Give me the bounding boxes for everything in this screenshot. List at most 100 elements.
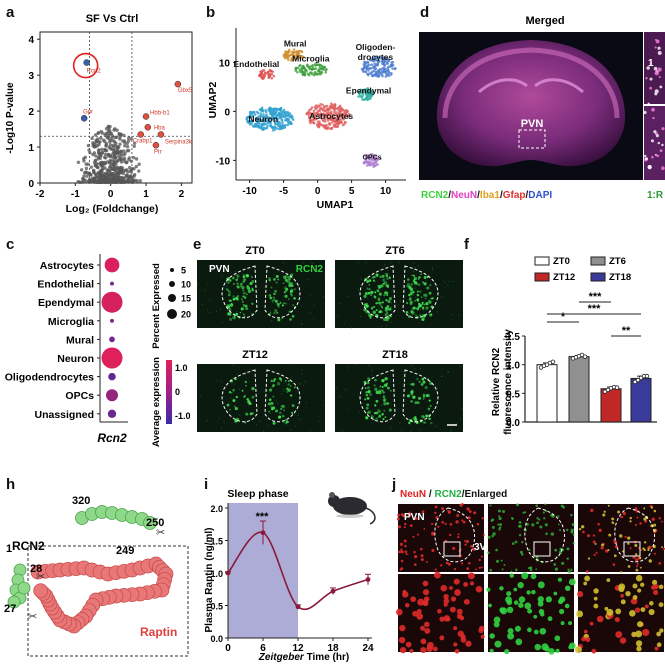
microscopy-cell-dot (643, 507, 646, 510)
rcn2-signal-dot (251, 395, 255, 399)
rcn2-signal-dot (246, 398, 249, 401)
volcano-point (114, 175, 118, 180)
volcano-point (134, 164, 138, 169)
umap-cell-point (377, 59, 381, 63)
microscopy-cell-dot (492, 532, 496, 536)
background-signal-dot (255, 423, 257, 425)
rcn2-signal-dot (426, 286, 430, 290)
umap-cell-point (334, 120, 337, 123)
rcn2-signal-dot (411, 311, 415, 315)
rcn2-signal-dot (277, 278, 280, 281)
rcn2-signal-dot (232, 388, 235, 392)
microscopy-cell-dot (399, 542, 404, 546)
umap-cell-point (363, 61, 367, 65)
bar-legend-label: ZT0 (553, 256, 570, 267)
rcn2-signal-dot (418, 396, 422, 400)
background-signal-dot (457, 423, 459, 425)
rcn2-signal-dot (370, 415, 374, 419)
microscopy-cell-dot (405, 553, 408, 556)
rcn2-signal-dot (283, 291, 286, 294)
microscopy-cell-dot (420, 638, 427, 645)
umap-cell-point (387, 74, 391, 77)
microscopy-cell-dot (539, 525, 543, 529)
umap-cell-point (269, 110, 273, 114)
microscopy-cell-dot (424, 621, 430, 628)
inset-cell-dot (654, 89, 659, 94)
j-enlarged: /Enlarged (462, 489, 508, 500)
background-signal-dot (365, 386, 367, 388)
volcano-point (96, 137, 100, 141)
rcn2-signal-dot (422, 281, 425, 284)
microscopy-cell-dot (434, 505, 438, 509)
panel-f-bar: Relative RCN2 fluorescence intensity 0.0… (465, 232, 665, 462)
background-signal-dot (322, 404, 324, 406)
microscopy-cell-dot (634, 523, 637, 527)
zt18-label: ZT18 (382, 349, 408, 361)
bar-data-point (644, 373, 650, 379)
volcano-point (85, 174, 89, 178)
umap-cell-point (290, 115, 294, 118)
background-signal-dot (223, 421, 225, 423)
umap-cell-point (333, 116, 336, 120)
rcn2-signal-dot (278, 377, 282, 380)
rcn2-signal-dot (367, 381, 370, 385)
microscopy-cell-dot (526, 523, 529, 526)
volcano-point (118, 156, 122, 161)
umap-cell-point (269, 124, 272, 127)
background-signal-dot (431, 267, 433, 269)
background-signal-dot (324, 276, 326, 278)
microscopy-cell-dot (570, 568, 573, 571)
volcano-ytick-label: 0 (28, 179, 34, 190)
umap-ytick-label: 0 (224, 107, 230, 118)
line-data-point (365, 577, 371, 582)
rcn2-signal-dot (375, 273, 379, 277)
background-signal-dot (443, 281, 446, 283)
bar-legend-swatch (534, 256, 550, 266)
significance-marker: ** (622, 325, 631, 337)
microscopy-cell-dot (574, 646, 582, 654)
microscopy-cell-dot (405, 641, 412, 648)
background-signal-dot (303, 384, 305, 386)
rcn2-signal-dot (372, 279, 375, 282)
dotplot-dot (109, 336, 115, 343)
rcn2-signal-dot (245, 384, 248, 387)
background-signal-dot (236, 373, 238, 375)
line-data-point (225, 570, 231, 576)
rcn2-signal-dot (245, 293, 248, 296)
panel-h-protein: RCN2 ✂ ✂ ✂ Raptin 320 250 249 1 28 27 (0, 470, 200, 665)
microscopy-cell-dot (576, 610, 584, 618)
microscopy-cell-dot (453, 642, 458, 647)
background-signal-dot (226, 285, 228, 287)
microscopy-cell-dot (456, 514, 460, 517)
volcano-xlabel: Log₂ (Foldchange) (66, 203, 159, 215)
microscopy-cell-dot (636, 646, 642, 652)
rcn2-signal-dot (272, 379, 276, 383)
rcn2-signal-dot (385, 284, 388, 287)
microscopy-cell-dot (648, 559, 652, 563)
channel-cut-label: 1:R (647, 190, 664, 201)
microscopy-cell-dot (634, 607, 641, 613)
umap-cell-point (270, 72, 274, 76)
rcn2-signal-dot (228, 391, 232, 394)
umap-cell-point (373, 55, 377, 59)
microscopy-cell-dot (524, 602, 532, 610)
background-signal-dot (348, 409, 350, 411)
rcn2-nterm-bead (7, 595, 21, 609)
volcano-gene-label: Gpr (83, 109, 93, 115)
umap-cell-point (312, 117, 316, 121)
umap-xlabel: UMAP1 (317, 199, 354, 211)
umap-cell-point (391, 67, 394, 70)
umap-cell-point (250, 123, 253, 126)
microscopy-cell-dot (571, 523, 575, 527)
umap-cell-point (250, 119, 253, 123)
background-signal-dot (358, 411, 360, 413)
rcn2-signal-dot (242, 289, 245, 292)
rcn2-signal-dot (284, 422, 288, 425)
rcn2-signal-dot (368, 279, 372, 282)
inset-cell-dot (653, 66, 658, 71)
umap-cell-point (261, 128, 264, 131)
j-pvn-outline (614, 507, 656, 563)
umap-cell-point (333, 102, 337, 106)
rcn2-signal-dot (364, 398, 367, 401)
microscopy-cell-dot (493, 616, 501, 624)
